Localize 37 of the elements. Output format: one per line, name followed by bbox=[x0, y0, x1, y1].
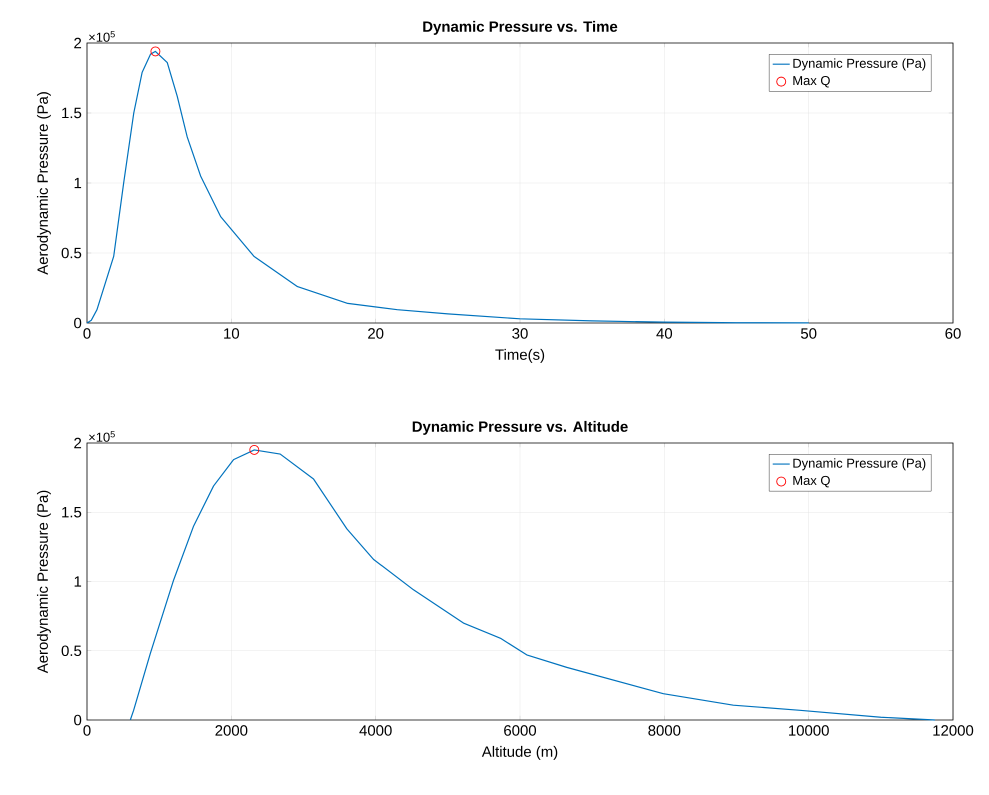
y-tick-label: 1 bbox=[74, 576, 82, 587]
text: ×10$^{5}$ bbox=[89, 431, 115, 442]
x-tick-label: 30 bbox=[512, 328, 528, 339]
x-tick-label: 10 bbox=[224, 328, 240, 339]
x-axis-title: Altitude (m) bbox=[482, 746, 558, 760]
y-tick-label: 1.5 bbox=[62, 108, 82, 118]
x-tick-label: 20 bbox=[368, 328, 384, 339]
chart-title: Dynamic Pressure vs. Altitude bbox=[412, 420, 628, 435]
chart-title: Dynamic Pressure vs. Time bbox=[423, 20, 618, 35]
y-tick-label: 0 bbox=[74, 714, 82, 726]
legend-label: Max Q bbox=[793, 76, 830, 88]
legend-label: Dynamic Pressure (Pa) bbox=[793, 458, 926, 470]
y-tick-label: 1 bbox=[74, 178, 82, 188]
y-axis-title: Aerodynamic Pressure (Pa) bbox=[36, 490, 51, 674]
x-tick-label: 4000 bbox=[359, 725, 392, 736]
x-tick-label: 12000 bbox=[933, 725, 974, 736]
y-tick-label: 1.5 bbox=[62, 507, 82, 518]
x-tick-label: 60 bbox=[945, 328, 961, 339]
y-tick-label: 2 bbox=[74, 438, 82, 448]
y-tick-label: 0.5 bbox=[62, 248, 82, 258]
line-series bbox=[130, 449, 936, 721]
x-tick-label: 2000 bbox=[215, 725, 248, 736]
y-tick-label: 0 bbox=[74, 318, 82, 328]
legend-label: Max Q bbox=[793, 476, 830, 488]
x-tick-label: 40 bbox=[656, 328, 672, 339]
x-tick-label: 0 bbox=[83, 328, 91, 339]
x-tick-label: 6000 bbox=[504, 725, 536, 736]
y-tick-label: 0.5 bbox=[62, 645, 82, 656]
x-axis-title: Time(s) bbox=[495, 348, 544, 363]
x-tick-label: 0 bbox=[83, 725, 91, 736]
x-tick-label: 50 bbox=[800, 328, 816, 339]
y-tick-label: 2 bbox=[74, 38, 82, 48]
x-tick-label: 10000 bbox=[789, 725, 829, 736]
y-axis-title: Aerodynamic Pressure (Pa) bbox=[36, 92, 51, 275]
text: ×10$^{5}$ bbox=[89, 31, 115, 42]
legend-label: Dynamic Pressure (Pa) bbox=[793, 58, 926, 70]
x-tick-label: 8000 bbox=[648, 725, 680, 736]
